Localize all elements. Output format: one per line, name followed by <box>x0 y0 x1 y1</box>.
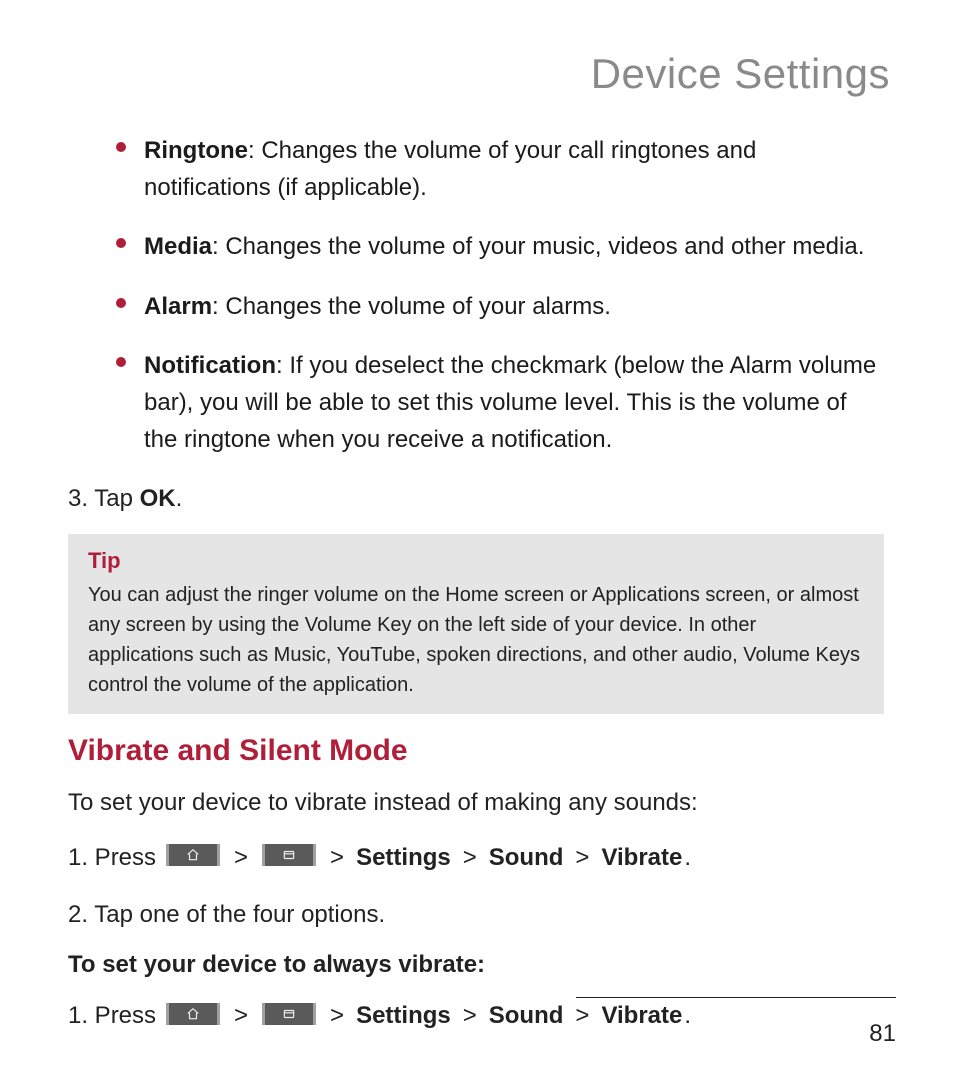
nav-num: 1. Press <box>68 997 156 1034</box>
bullet-label: Media <box>144 233 212 260</box>
sub-heading: To set your device to always vibrate: <box>68 951 886 979</box>
bullet-item: Notification: If you deselect the checkm… <box>116 347 886 459</box>
bullet-dot-icon <box>116 238 126 248</box>
home-key-icon <box>166 1003 220 1025</box>
bullet-dot-icon <box>116 357 126 367</box>
chevron-icon: > <box>234 839 248 876</box>
step-suffix: . <box>176 485 183 512</box>
bullet-label: Ringtone <box>144 137 248 164</box>
step-2: 2. Tap one of the four options. <box>68 896 886 933</box>
apps-key-icon <box>262 844 316 866</box>
chevron-icon: > <box>234 997 248 1034</box>
step-bold: OK <box>140 485 176 512</box>
bullet-item: Ringtone: Changes the volume of your cal… <box>116 132 886 206</box>
tip-body: You can adjust the ringer volume on the … <box>88 580 864 700</box>
chevron-icon: > <box>330 839 344 876</box>
tip-box: Tip You can adjust the ringer volume on … <box>68 534 884 714</box>
step-prefix: 3. Tap <box>68 485 140 512</box>
bullet-item: Alarm: Changes the volume of your alarms… <box>116 288 886 325</box>
chevron-icon: > <box>575 839 589 876</box>
bullet-text: Ringtone: Changes the volume of your cal… <box>144 132 886 206</box>
nav-end: . <box>684 839 691 876</box>
step-3: 3. Tap OK. <box>68 480 896 517</box>
nav-step-1: 1. Press > > Settings > Sound > Vibrate. <box>68 839 886 876</box>
page-container: Device Settings Ringtone: Changes the vo… <box>0 0 954 1074</box>
nav-sound: Sound <box>489 997 564 1034</box>
nav-num: 1. Press <box>68 839 156 876</box>
bullet-list: Ringtone: Changes the volume of your cal… <box>116 132 886 458</box>
nav-vibrate: Vibrate <box>601 839 682 876</box>
bullet-label: Notification <box>144 352 276 379</box>
tip-title: Tip <box>88 548 864 574</box>
bullet-dot-icon <box>116 298 126 308</box>
bullet-label: Alarm <box>144 293 212 320</box>
footer-rule <box>576 997 896 998</box>
chevron-icon: > <box>330 997 344 1034</box>
nav-settings: Settings <box>356 839 451 876</box>
section-title: Vibrate and Silent Mode <box>68 734 896 768</box>
bullet-desc: : Changes the volume of your music, vide… <box>212 233 864 260</box>
page-footer: 81 <box>576 997 896 1048</box>
bullet-desc: : Changes the volume of your alarms. <box>212 293 611 320</box>
bullet-text: Alarm: Changes the volume of your alarms… <box>144 288 611 325</box>
chevron-icon: > <box>463 839 477 876</box>
home-key-icon <box>166 844 220 866</box>
bullet-text: Notification: If you deselect the checkm… <box>144 347 886 459</box>
intro-paragraph: To set your device to vibrate instead of… <box>68 784 886 821</box>
bullet-item: Media: Changes the volume of your music,… <box>116 228 886 265</box>
page-title: Device Settings <box>58 50 896 98</box>
bullet-dot-icon <box>116 142 126 152</box>
bullet-text: Media: Changes the volume of your music,… <box>144 228 864 265</box>
apps-key-icon <box>262 1003 316 1025</box>
chevron-icon: > <box>463 997 477 1034</box>
nav-sound: Sound <box>489 839 564 876</box>
page-number: 81 <box>576 1020 896 1048</box>
nav-settings: Settings <box>356 997 451 1034</box>
